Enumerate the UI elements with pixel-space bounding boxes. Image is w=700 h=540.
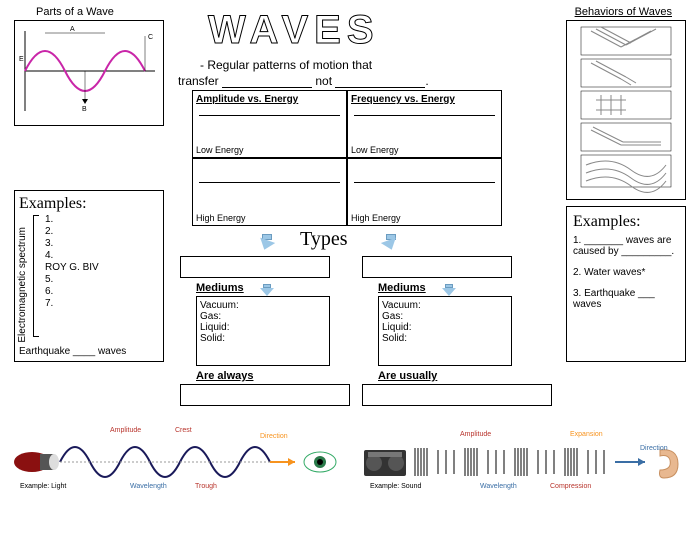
types-title: Types [300,228,347,251]
cell-amp-high: High Energy [192,158,347,226]
svg-text:Example: Light: Example: Light [20,483,66,490]
parts-of-wave-title: Parts of a Wave [36,6,114,18]
em-spectrum-label: Electromagnetic spectrum [17,227,28,343]
svg-text:Expansion: Expansion [570,431,603,438]
examples-left-box: Examples: Electromagnetic spectrum 1. 2.… [14,190,164,362]
subtitle-line1: - Regular patterns of motion that [200,58,372,72]
ex-r-3: 3. Earthquake ___ waves [573,288,679,310]
mediums-left-box: Vacuum:Gas:Liquid:Solid: [196,296,330,366]
subtitle-line2: transfer not . [178,74,429,88]
are-usually-box[interactable] [362,384,552,406]
ex-r-2: 2. Water waves* [573,267,679,278]
examples-left-title: Examples: [19,195,159,213]
svg-text:Crest: Crest [175,427,192,434]
examples-left-list: 1. 2. 3. 4. ROY G. BIV 5. 6. 7. [45,214,159,309]
cell-freq-high: High Energy [347,158,502,226]
svg-text:Trough: Trough [195,483,217,490]
svg-text:Direction: Direction [640,445,668,452]
behaviors-diagrams [571,25,681,195]
cell-freq-low: Frequency vs. Energy Low Energy [347,90,502,158]
cell-amp-low: Amplitude vs. Energy Low Energy [192,90,347,158]
svg-text:C: C [148,34,153,41]
are-always-box[interactable] [180,384,350,406]
are-always-label: Are always [196,370,253,382]
page-title: WAVES [208,8,380,53]
svg-text:E: E [19,56,24,63]
svg-text:Direction: Direction [260,433,288,440]
ex-r-1: 1. _______ waves are caused by _________… [573,235,679,257]
svg-text:Compression: Compression [550,483,591,490]
earthquake-note: Earthquake ____ waves [19,346,126,357]
svg-text:Example: Sound: Example: Sound [370,483,421,490]
light-wave-section: Amplitude Crest Direction Wavelength Tro… [10,422,340,492]
bracket [33,215,39,337]
mediums-right-box: Vacuum:Gas:Liquid:Solid: [378,296,512,366]
sound-wave-section: Amplitude Expansion Direction Wavelength… [360,422,690,492]
parts-of-wave-box: A C B E [14,20,164,126]
svg-text:Wavelength: Wavelength [130,483,167,490]
mediums-left-title: Mediums [196,282,244,294]
examples-right-box: Examples: 1. _______ waves are caused by… [566,206,686,362]
svg-text:B: B [82,106,87,113]
wave-diagram: A C B E [15,21,165,127]
are-usually-label: Are usually [378,370,437,382]
comparison-grid: Amplitude vs. Energy Low Energy Frequenc… [192,90,502,226]
type-box-right[interactable] [362,256,512,278]
mediums-right-title: Mediums [378,282,426,294]
behaviors-box [566,20,686,200]
behaviors-title: Behaviors of Waves [575,6,672,18]
examples-right-title: Examples: [573,213,679,231]
type-box-left[interactable] [180,256,330,278]
svg-text:Amplitude: Amplitude [110,427,141,434]
svg-text:Amplitude: Amplitude [460,431,491,438]
svg-text:Wavelength: Wavelength [480,483,517,490]
svg-text:A: A [70,26,75,33]
